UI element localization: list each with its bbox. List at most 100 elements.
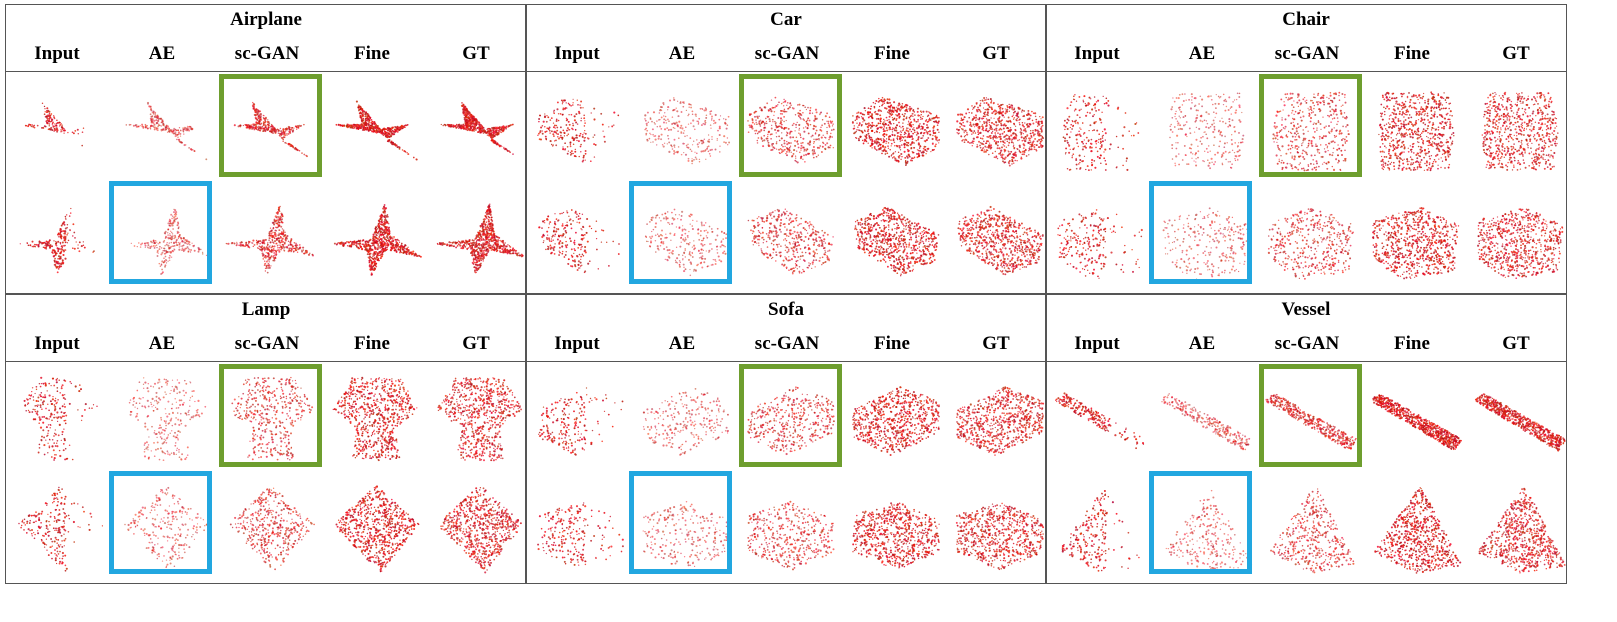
column-header-sc-gan: sc-GAN: [213, 43, 321, 65]
panel-title: Sofa: [526, 299, 1046, 321]
point-cloud-render: [957, 205, 1044, 276]
point-cloud-ae-chair: [1152, 75, 1260, 183]
point-cloud-ae-airplane: [112, 75, 220, 183]
point-cloud-sc-gan-vessel: [1257, 475, 1365, 583]
header-rule: [6, 361, 526, 362]
point-cloud-render: [955, 502, 1045, 571]
point-cloud-render: [128, 377, 207, 462]
panel-title: Airplane: [6, 9, 526, 31]
column-header-fine: Fine: [318, 333, 426, 355]
point-cloud-render: [1478, 487, 1566, 574]
point-cloud-input-lamp: [7, 475, 115, 583]
column-header-gt: GT: [422, 333, 530, 355]
point-cloud-sc-gan-vessel: [1257, 365, 1365, 473]
point-cloud-input-vessel: [1047, 365, 1155, 473]
point-cloud-render: [851, 96, 941, 167]
point-cloud-render: [747, 500, 835, 571]
ae-highlight-box: [109, 181, 212, 284]
column-header-ae: AE: [628, 43, 736, 65]
header-rule: [1046, 71, 1566, 72]
point-cloud-gt-chair: [1466, 185, 1574, 293]
point-cloud-render: [440, 487, 522, 574]
point-cloud-render: [747, 208, 834, 275]
point-cloud-gt-lamp: [426, 365, 534, 473]
point-cloud-render: [1474, 393, 1566, 452]
point-cloud-render: [644, 208, 728, 277]
point-cloud-gt-chair: [1466, 75, 1574, 183]
point-cloud-render: [537, 502, 624, 566]
column-header-gt: GT: [942, 43, 1050, 65]
point-cloud-fine-sofa: [842, 365, 950, 473]
column-header-input: Input: [1043, 333, 1151, 355]
point-cloud-fine-airplane: [322, 185, 430, 293]
point-cloud-sc-gan-car: [737, 75, 845, 183]
point-cloud-sc-gan-sofa: [737, 475, 845, 583]
point-cloud-input-vessel: [1047, 475, 1155, 583]
ae-highlight-box: [1149, 181, 1252, 284]
point-cloud-render: [1378, 91, 1455, 172]
header-rule: [526, 71, 1046, 72]
point-cloud-render: [537, 98, 620, 163]
column-header-fine: Fine: [1358, 333, 1466, 355]
point-cloud-ae-sofa: [632, 365, 740, 473]
point-cloud-render: [440, 102, 514, 155]
header-rule: [1046, 361, 1566, 362]
point-cloud-render: [852, 502, 940, 569]
point-cloud-render: [19, 207, 95, 274]
point-cloud-gt-sofa: [946, 475, 1054, 583]
point-cloud-render: [335, 485, 420, 573]
sc-gan-highlight-box: [1259, 74, 1362, 177]
point-cloud-fine-airplane: [322, 75, 430, 183]
point-cloud-render: [332, 376, 418, 462]
panel-title: Vessel: [1046, 299, 1566, 321]
point-cloud-fine-chair: [1362, 185, 1470, 293]
column-header-ae: AE: [108, 333, 216, 355]
column-header-sc-gan: sc-GAN: [213, 333, 321, 355]
category-panel-sofa: Sofa Input AE sc-GAN Fine GT: [525, 294, 1047, 584]
point-cloud-render: [1372, 394, 1462, 451]
point-cloud-sc-gan-sofa: [737, 365, 845, 473]
point-cloud-render: [642, 388, 729, 456]
point-cloud-render: [436, 203, 524, 274]
point-cloud-gt-sofa: [946, 365, 1054, 473]
point-cloud-sc-gan-airplane: [217, 75, 325, 183]
point-cloud-ae-car: [632, 185, 740, 293]
ae-highlight-box: [1149, 471, 1252, 574]
sc-gan-highlight-box: [739, 74, 842, 177]
point-cloud-render: [1265, 393, 1357, 450]
column-header-gt: GT: [942, 333, 1050, 355]
point-cloud-render: [1062, 94, 1140, 172]
column-header-gt: GT: [1462, 333, 1570, 355]
point-cloud-render: [1374, 487, 1462, 574]
point-cloud-render: [1371, 207, 1460, 280]
point-cloud-render: [956, 97, 1045, 167]
point-cloud-ae-chair: [1152, 185, 1260, 293]
point-cloud-gt-vessel: [1466, 475, 1574, 583]
point-cloud-render: [1267, 208, 1354, 280]
column-header-sc-gan: sc-GAN: [1253, 333, 1361, 355]
point-cloud-render: [538, 387, 624, 456]
point-cloud-sc-gan-lamp: [217, 365, 325, 473]
column-header-ae: AE: [628, 333, 736, 355]
point-cloud-fine-car: [842, 75, 950, 183]
point-cloud-render: [229, 487, 315, 571]
point-cloud-input-chair: [1047, 75, 1155, 183]
column-header-ae: AE: [1148, 333, 1256, 355]
sc-gan-highlight-box: [739, 364, 842, 467]
category-panel-vessel: Vessel Input AE sc-GAN Fine GT: [1045, 294, 1567, 584]
sc-gan-highlight-box: [219, 364, 322, 467]
panel-title: Chair: [1046, 9, 1566, 31]
column-header-fine: Fine: [1358, 43, 1466, 65]
point-cloud-render: [233, 101, 308, 158]
header-rule: [526, 361, 1046, 362]
column-header-fine: Fine: [838, 43, 946, 65]
point-cloud-fine-lamp: [322, 365, 430, 473]
column-header-input: Input: [523, 333, 631, 355]
point-cloud-gt-airplane: [426, 185, 534, 293]
point-cloud-sc-gan-chair: [1257, 185, 1365, 293]
point-cloud-render: [24, 102, 85, 147]
point-cloud-ae-vessel: [1152, 365, 1260, 473]
panel-title: Car: [526, 9, 1046, 31]
point-cloud-render: [1162, 207, 1251, 280]
column-header-gt: GT: [1462, 43, 1570, 65]
